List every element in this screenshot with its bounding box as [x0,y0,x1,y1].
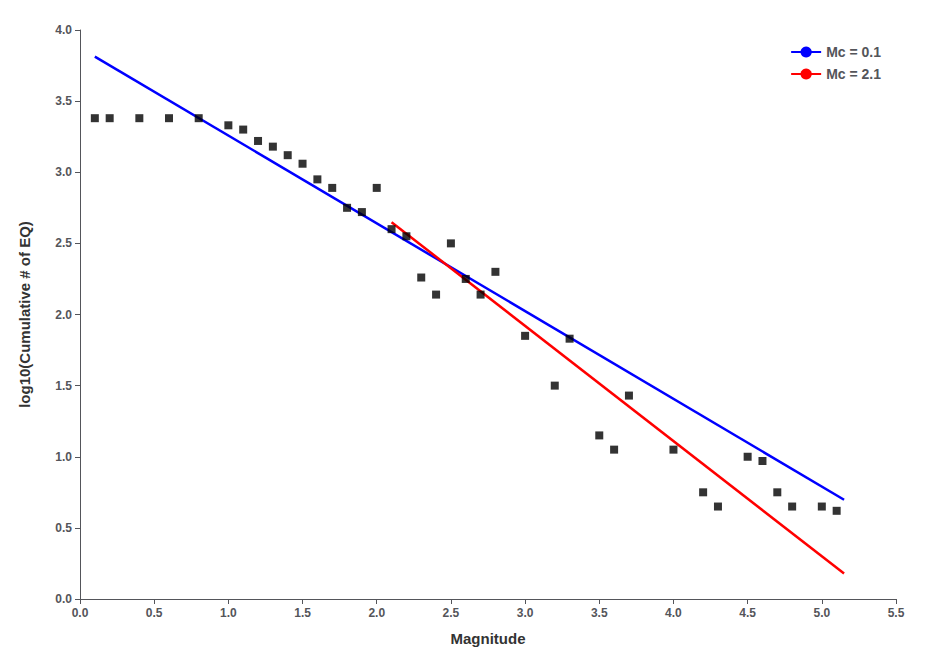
svg-text:Mc = 2.1: Mc = 2.1 [826,66,881,82]
svg-text:4.0: 4.0 [665,606,682,620]
svg-text:4.0: 4.0 [55,23,72,37]
svg-text:3.0: 3.0 [55,165,72,179]
svg-text:1.0: 1.0 [220,606,237,620]
svg-text:Magnitude: Magnitude [451,630,526,647]
svg-text:1.0: 1.0 [55,450,72,464]
svg-text:log10(Cumulative # of EQ): log10(Cumulative # of EQ) [16,221,33,408]
svg-text:3.0: 3.0 [517,606,534,620]
svg-text:1.5: 1.5 [294,606,311,620]
svg-text:0.0: 0.0 [55,592,72,606]
svg-text:2.5: 2.5 [443,606,460,620]
svg-text:0.5: 0.5 [55,521,72,535]
svg-text:2.0: 2.0 [55,308,72,322]
svg-text:0.0: 0.0 [72,606,89,620]
svg-text:5.0: 5.0 [813,606,830,620]
svg-text:2.0: 2.0 [368,606,385,620]
svg-text:2.5: 2.5 [55,236,72,250]
svg-text:4.5: 4.5 [739,606,756,620]
svg-text:5.5: 5.5 [888,606,905,620]
svg-text:Mc = 0.1: Mc = 0.1 [826,44,881,60]
svg-text:3.5: 3.5 [591,606,608,620]
svg-text:1.5: 1.5 [55,379,72,393]
svg-text:3.5: 3.5 [55,94,72,108]
svg-text:0.5: 0.5 [146,606,163,620]
